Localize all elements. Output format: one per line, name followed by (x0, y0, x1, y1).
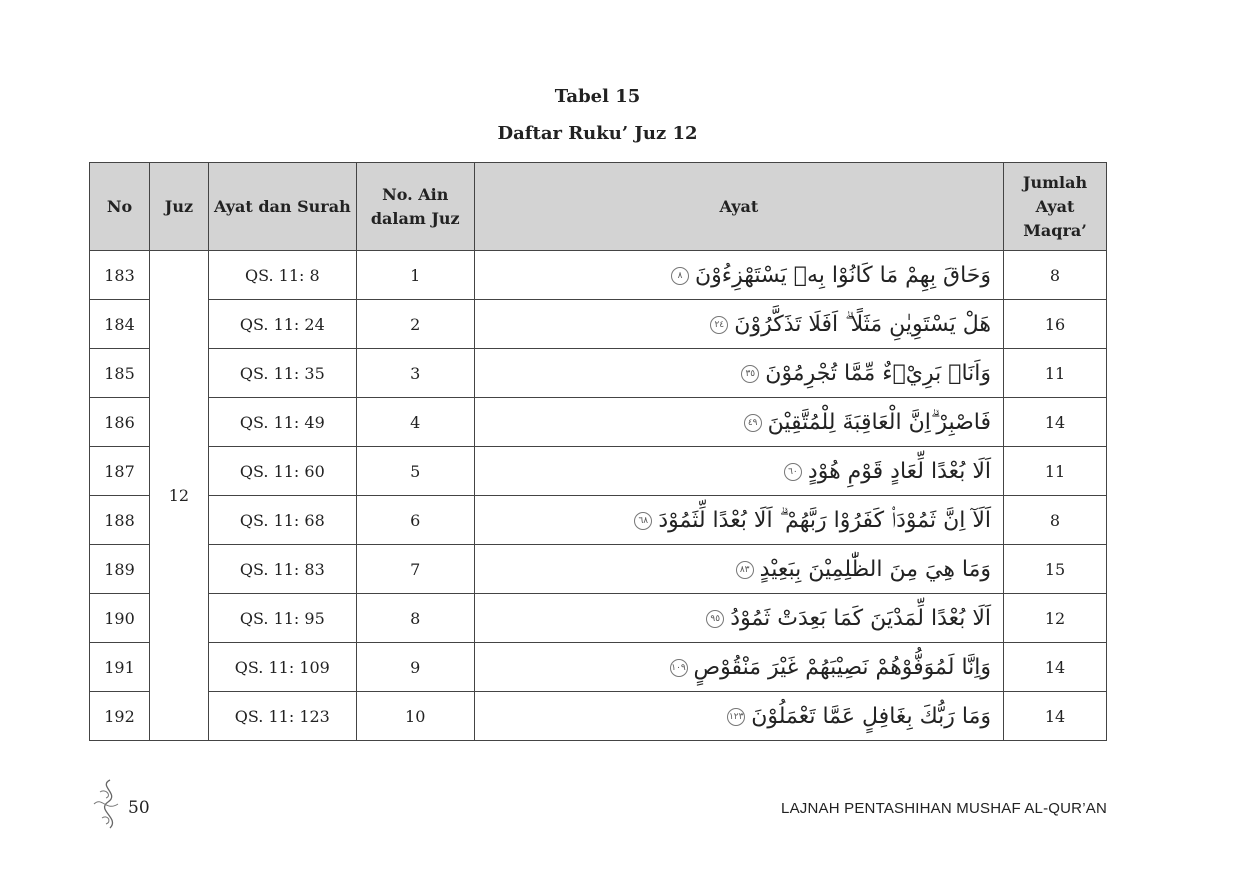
cell-jumlah: 15 (1003, 544, 1107, 594)
header-ayat: Ayat (473, 162, 1005, 251)
ayah-number-marker: ٤٩ (743, 413, 762, 432)
cell-ain: 5 (355, 446, 475, 496)
cell-ain: 8 (355, 593, 475, 643)
cell-ain: 10 (355, 691, 475, 741)
cell-jumlah: 11 (1003, 348, 1107, 398)
cell-ref: QS. 11: 123 (207, 691, 357, 741)
cell-ayat: ٤٩ فَاصْبِرْ ۗاِنَّ الْعَاقِبَةَ لِلْمُتَ… (473, 397, 1005, 447)
cell-jumlah: 8 (1003, 495, 1107, 545)
cell-ref: QS. 11: 109 (207, 642, 357, 692)
ayah-number-marker: ٦٨ (634, 511, 653, 530)
cell-ayat: ١٠٩ وَاِنَّا لَمُوَفُّوْهُمْ نَصِيْبَهُمْ… (473, 642, 1005, 692)
page-number: 50 (128, 798, 150, 818)
ruku-table: No Juz Ayat dan Surah No. Ain dalam Juz … (89, 162, 1107, 741)
ornament-icon (93, 779, 119, 829)
cell-ain: 7 (355, 544, 475, 594)
header-no-ain-label: No. Ain dalam Juz (370, 184, 460, 228)
ayat-text: وَمَا رَبُّكَ بِغَافِلٍ عَمَّا تَعْمَلُو… (751, 703, 992, 729)
table-row: 191 QS. 11: 109 9 ١٠٩ وَاِنَّا لَمُوَفُّوْ… (89, 642, 1107, 692)
cell-ayat: ٢٤ هَلْ يَسْتَوِيٰنِ مَثَلًا ۗ اَفَلَا تَ… (473, 299, 1005, 349)
cell-jumlah: 11 (1003, 446, 1107, 496)
header-juz: Juz (148, 162, 209, 251)
ayat-text: اَلَآ اِنَّ ثَمُوْدَا۟ كَفَرُوْا رَبَّهُ… (658, 507, 992, 533)
cell-ref: QS. 11: 95 (207, 593, 357, 643)
cell-no: 188 (89, 495, 150, 545)
publisher-footer: LAJNAH PENTASHIHAN MUSHAF AL-QUR’AN (781, 800, 1107, 817)
cell-jumlah: 8 (1003, 250, 1107, 300)
cell-no: 184 (89, 299, 150, 349)
cell-ref: QS. 11: 83 (207, 544, 357, 594)
ayah-number-marker: ١٠٩ (669, 658, 688, 677)
cell-ain: 6 (355, 495, 475, 545)
cell-no: 192 (89, 691, 150, 741)
table-header-row: No Juz Ayat dan Surah No. Ain dalam Juz … (89, 162, 1107, 251)
table-row: 192 QS. 11: 123 10 ١٢٣ وَمَا رَبُّكَ بِغَا… (89, 691, 1107, 741)
cell-no: 183 (89, 250, 150, 300)
cell-ref: QS. 11: 8 (207, 250, 357, 300)
ayat-text: وَمَا هِيَ مِنَ الظّٰلِمِيْنَ بِبَعِيْدٍ (759, 556, 992, 582)
header-no-ain: No. Ain dalam Juz (355, 162, 475, 251)
ayat-text: اَلَا بُعْدًا لِّمَدْيَنَ كَمَا بَعِدَتْ… (730, 605, 992, 631)
ayah-number-marker: ١٢٣ (727, 707, 746, 726)
cell-no: 189 (89, 544, 150, 594)
ayat-text: وَحَاقَ بِهِمْ مَا كَانُوْا بِهٖ يَسْتَه… (694, 262, 992, 288)
cell-ayat: ٨ وَحَاقَ بِهِمْ مَا كَانُوْا بِهٖ يَسْتَ… (473, 250, 1005, 300)
ayat-text: وَاَنَا۠ بَرِيْۤءٌ مِّمَّا تُجْرِمُوْنَ (765, 360, 992, 386)
ayat-text: فَاصْبِرْ ۗاِنَّ الْعَاقِبَةَ لِلْمُتَّق… (767, 409, 992, 435)
cell-no: 190 (89, 593, 150, 643)
cell-jumlah: 12 (1003, 593, 1107, 643)
header-ayat-surah: Ayat dan Surah (207, 162, 357, 251)
cell-ref: QS. 11: 60 (207, 446, 357, 496)
header-no: No (89, 162, 150, 251)
cell-no: 187 (89, 446, 150, 496)
table-row: 186 QS. 11: 49 4 ٤٩ فَاصْبِرْ ۗاِنَّ الْعَ… (89, 397, 1107, 447)
ayah-number-marker: ٣٥ (741, 364, 760, 383)
cell-jumlah: 16 (1003, 299, 1107, 349)
cell-ayat: ٦٠ اَلَا بُعْدًا لِّعَادٍ قَوْمِ هُوْدٍ (473, 446, 1005, 496)
cell-ayat: ١٢٣ وَمَا رَبُّكَ بِغَافِلٍ عَمَّا تَعْمَ… (473, 691, 1005, 741)
ayah-number-marker: ٨ (670, 266, 689, 285)
cell-jumlah: 14 (1003, 397, 1107, 447)
cell-ref: QS. 11: 35 (207, 348, 357, 398)
cell-ayat: ٦٨ اَلَآ اِنَّ ثَمُوْدَا۟ كَفَرُوْا رَبَّ… (473, 495, 1005, 545)
cell-ain: 9 (355, 642, 475, 692)
ayah-number-marker: ٩٥ (706, 609, 725, 628)
ayat-text: هَلْ يَسْتَوِيٰنِ مَثَلًا ۗ اَفَلَا تَذَ… (734, 311, 992, 337)
ayah-number-marker: ٦٠ (783, 462, 802, 481)
header-jumlah: Jumlah Ayat Maqra’ (1003, 162, 1107, 251)
cell-ayat: ٩٥ اَلَا بُعْدًا لِّمَدْيَنَ كَمَا بَعِدَ… (473, 593, 1005, 643)
ayah-number-marker: ٨٣ (735, 560, 754, 579)
header-jumlah-label: Jumlah Ayat Maqra’ (1022, 172, 1088, 240)
cell-ain: 2 (355, 299, 475, 349)
table-row: 183 12 QS. 11: 8 1 ٨ وَحَاقَ بِهِمْ مَا كَا… (89, 250, 1107, 741)
cell-ain: 3 (355, 348, 475, 398)
ayah-number-marker: ٢٤ (710, 315, 729, 334)
table-row: 189 QS. 11: 83 7 ٨٣ وَمَا هِيَ مِنَ الظّٰل… (89, 544, 1107, 594)
cell-juz: 12 (148, 250, 209, 741)
cell-ayat: ٨٣ وَمَا هِيَ مِنَ الظّٰلِمِيْنَ بِبَعِيْ… (473, 544, 1005, 594)
table-title: Daftar Ruku’ Juz 12 (497, 123, 698, 144)
cell-no: 191 (89, 642, 150, 692)
ayat-text: اَلَا بُعْدًا لِّعَادٍ قَوْمِ هُوْدٍ (807, 458, 992, 484)
cell-ref: QS. 11: 24 (207, 299, 357, 349)
table-row: 187 QS. 11: 60 5 ٦٠ اَلَا بُعْدًا لِّعَادٍ… (89, 446, 1107, 496)
table-row: 188 QS. 11: 68 6 ٦٨ اَلَآ اِنَّ ثَمُوْدَا۟… (89, 495, 1107, 545)
ayat-text: وَاِنَّا لَمُوَفُّوْهُمْ نَصِيْبَهُمْ غَ… (693, 654, 992, 680)
table-row: 184 QS. 11: 24 2 ٢٤ هَلْ يَسْتَوِيٰنِ مَثَ… (89, 299, 1107, 349)
cell-ref: QS. 11: 68 (207, 495, 357, 545)
cell-jumlah: 14 (1003, 642, 1107, 692)
table-row: 185 QS. 11: 35 3 ٣٥ وَاَنَا۠ بَرِيْۤءٌ مِّ… (89, 348, 1107, 398)
cell-ayat: ٣٥ وَاَنَا۠ بَرِيْۤءٌ مِّمَّا تُجْرِمُوْن… (473, 348, 1005, 398)
table-label: Tabel 15 (554, 86, 641, 107)
cell-ain: 4 (355, 397, 475, 447)
cell-jumlah: 14 (1003, 691, 1107, 741)
cell-no: 186 (89, 397, 150, 447)
table-row: 190 QS. 11: 95 8 ٩٥ اَلَا بُعْدًا لِّمَدْي… (89, 593, 1107, 643)
cell-ain: 1 (355, 250, 475, 300)
cell-no: 185 (89, 348, 150, 398)
cell-ref: QS. 11: 49 (207, 397, 357, 447)
